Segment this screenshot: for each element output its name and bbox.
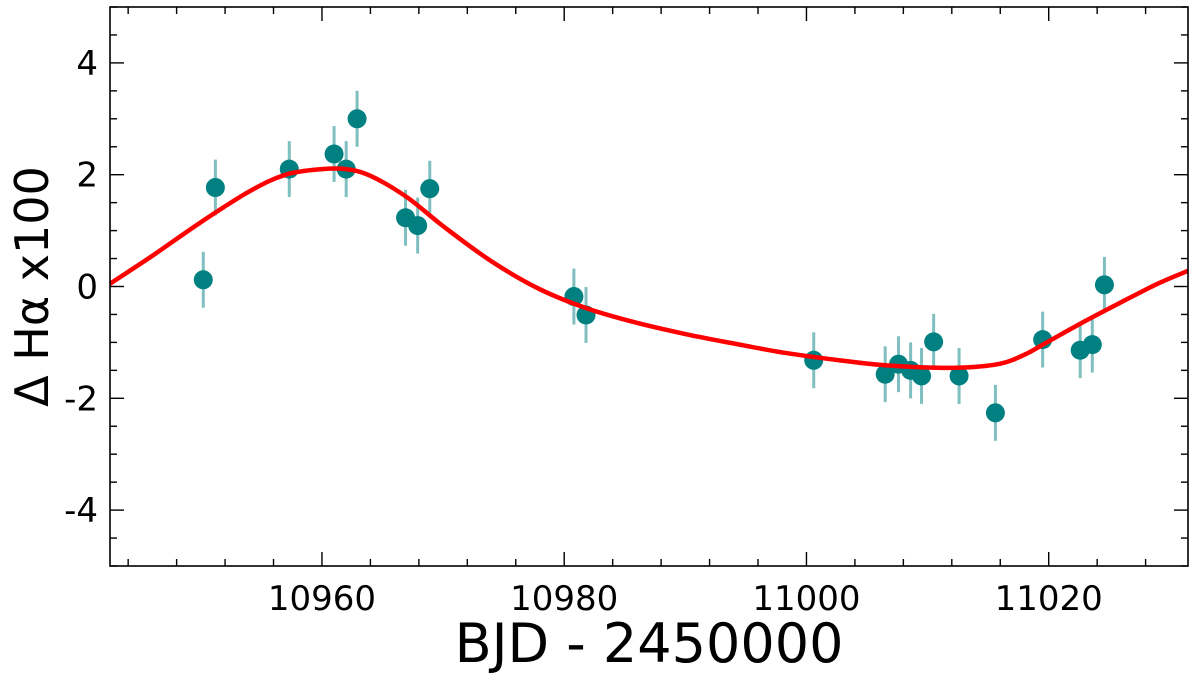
x-tick-labels: 10960 10980 11000 11020: [268, 579, 1103, 619]
plot-frame: [109, 6, 1189, 567]
data-point: [408, 216, 428, 236]
y-tick-labels: -4 -2 0 2 4: [64, 44, 98, 531]
y-axis-label: Δ Hα x100: [5, 166, 59, 407]
data-point: [949, 366, 969, 386]
data-point: [912, 366, 932, 386]
y-tick-label: -4: [64, 491, 98, 531]
x-tick-label: 10980: [510, 579, 618, 619]
x-tick-label: 11020: [995, 579, 1103, 619]
data-point: [985, 403, 1005, 423]
error-bars: [201, 90, 1106, 441]
data-point: [1094, 275, 1114, 295]
data-point: [1082, 335, 1102, 355]
data-point: [804, 350, 824, 370]
data-point: [205, 178, 225, 198]
data-point: [924, 332, 944, 352]
y-tick-label: 2: [76, 156, 98, 196]
x-axis-label: BJD - 2450000: [455, 612, 844, 675]
data-point: [420, 179, 440, 199]
data-points: [193, 109, 1114, 423]
y-tick-label: -2: [64, 379, 98, 419]
x-tick-label: 10960: [268, 579, 376, 619]
axis-ticks: [110, 6, 1188, 567]
model-curve: [108, 166, 1189, 371]
data-point: [324, 144, 344, 164]
y-tick-label: 4: [76, 44, 98, 84]
y-tick-label: 0: [76, 268, 98, 308]
data-point: [193, 270, 213, 290]
data-point: [347, 109, 367, 129]
x-tick-label: 11000: [752, 579, 860, 619]
data-point: [875, 364, 895, 384]
